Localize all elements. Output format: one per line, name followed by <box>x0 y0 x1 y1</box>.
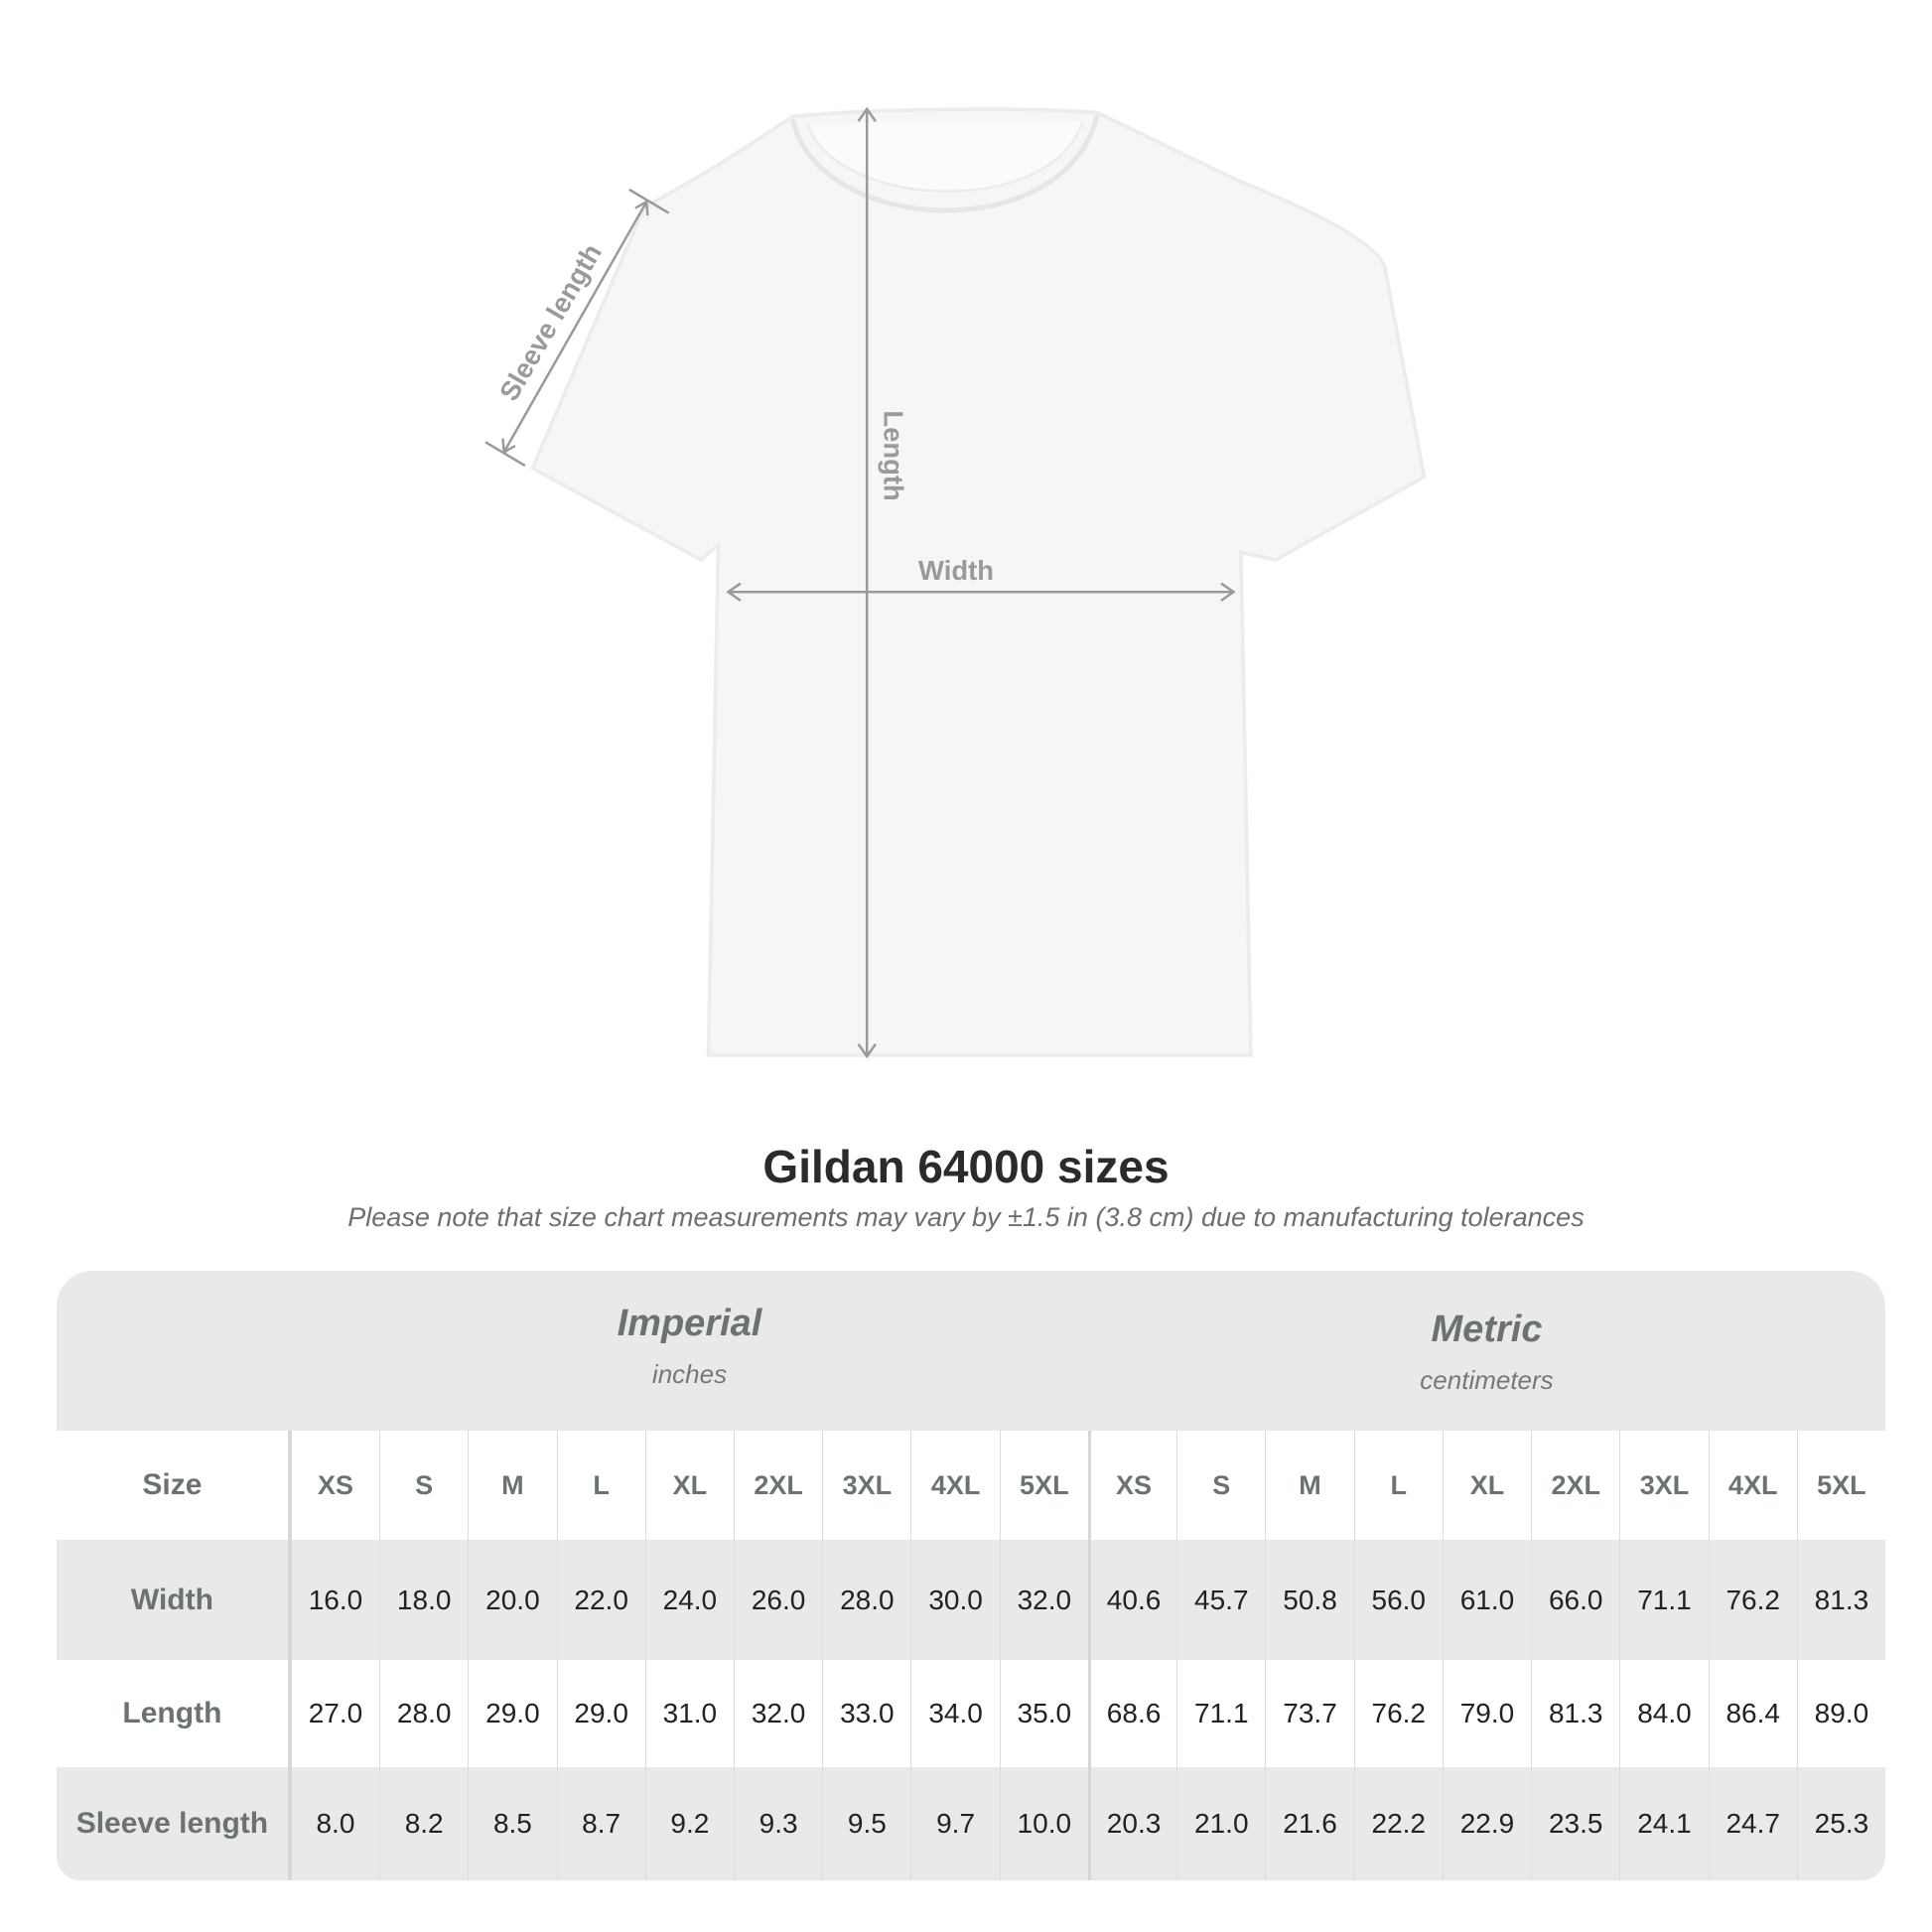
imperial-value: 22.0 <box>556 1540 645 1660</box>
metric-value: 76.2 <box>1708 1540 1797 1660</box>
imperial-value: 18.0 <box>379 1540 468 1660</box>
imperial-value: 31.0 <box>644 1660 734 1767</box>
imperial-value: 9.5 <box>822 1767 910 1880</box>
size-header: 3XL <box>1619 1431 1708 1540</box>
imperial-value: 28.0 <box>822 1540 910 1660</box>
row-label: Sleeve length <box>57 1767 291 1880</box>
collar <box>789 114 1100 213</box>
imperial-value: 8.0 <box>290 1767 379 1880</box>
metric-value: 50.8 <box>1265 1540 1353 1660</box>
metric-value: 76.2 <box>1353 1660 1443 1767</box>
metric-value: 45.7 <box>1176 1540 1265 1660</box>
imperial-value: 30.0 <box>910 1540 999 1660</box>
imperial-value: 32.0 <box>734 1660 822 1767</box>
size-header: XL <box>1442 1431 1531 1540</box>
size-header-row: Size XS S M L XL 2XL 3XL 4XL 5XL XS S M L XL 2XL 3XL 4XL 5… <box>57 1431 1885 1540</box>
imperial-value: 8.7 <box>556 1767 645 1880</box>
metric-value: 81.3 <box>1796 1540 1885 1660</box>
metric-value: 22.2 <box>1353 1767 1443 1880</box>
size-header: S <box>379 1431 468 1540</box>
imperial-value: 9.2 <box>644 1767 734 1880</box>
row-label: Size <box>57 1431 291 1540</box>
metric-value: 25.3 <box>1796 1767 1885 1880</box>
tolerance-note: Please note that size chart measurements… <box>347 1202 1585 1232</box>
size-header: 2XL <box>1531 1431 1619 1540</box>
imperial-value: 34.0 <box>910 1660 999 1767</box>
size-header: XL <box>644 1431 734 1540</box>
metric-value: 66.0 <box>1531 1540 1619 1660</box>
table-row: Width 16.0 18.0 20.0 22.0 24.0 26.0 28.0 30.0 32.… <box>57 1540 1885 1660</box>
imperial-value: 28.0 <box>379 1660 468 1767</box>
imperial-title: Imperial <box>617 1303 762 1344</box>
imperial-value: 29.0 <box>556 1660 645 1767</box>
metric-value: 84.0 <box>1619 1660 1708 1767</box>
metric-value: 22.9 <box>1442 1767 1531 1880</box>
size-header: 4XL <box>1708 1431 1797 1540</box>
size-header: 2XL <box>734 1431 822 1540</box>
row-label: Width <box>57 1540 291 1660</box>
width-label: Width <box>918 555 994 586</box>
imperial-value: 8.5 <box>468 1767 556 1880</box>
metric-header: Metric centimeters <box>1088 1309 1885 1396</box>
imperial-header: Imperial inches <box>291 1303 1088 1390</box>
metric-value: 86.4 <box>1708 1660 1797 1767</box>
size-header: XS <box>1087 1431 1176 1540</box>
page-title: Gildan 64000 sizes <box>762 1141 1170 1192</box>
imperial-unit: inches <box>651 1359 728 1389</box>
size-header: M <box>1265 1431 1353 1540</box>
imperial-value: 8.2 <box>379 1767 468 1880</box>
metric-value: 56.0 <box>1353 1540 1443 1660</box>
size-header: M <box>468 1431 556 1540</box>
imperial-value: 35.0 <box>999 1660 1088 1767</box>
size-header: 5XL <box>999 1431 1088 1540</box>
imperial-value: 27.0 <box>290 1660 379 1767</box>
imperial-value: 10.0 <box>999 1767 1088 1880</box>
imperial-value: 24.0 <box>644 1540 734 1660</box>
metric-value: 40.6 <box>1087 1540 1176 1660</box>
imperial-value: 16.0 <box>290 1540 379 1660</box>
metric-value: 71.1 <box>1619 1540 1708 1660</box>
imperial-value: 29.0 <box>468 1660 556 1767</box>
length-label: Length <box>879 410 909 500</box>
metric-value: 73.7 <box>1265 1660 1353 1767</box>
table-row: Length 27.0 28.0 29.0 29.0 31.0 32.0 33.0 34.0 35… <box>57 1660 1885 1767</box>
size-header: 5XL <box>1796 1431 1885 1540</box>
metric-value: 24.1 <box>1619 1767 1708 1880</box>
tshirt-illustration <box>530 107 1427 1057</box>
metric-value: 89.0 <box>1796 1660 1885 1767</box>
metric-value: 21.6 <box>1265 1767 1353 1880</box>
size-header: S <box>1176 1431 1265 1540</box>
table-header-band <box>57 1271 1885 1431</box>
imperial-value: 9.7 <box>910 1767 999 1880</box>
metric-value: 81.3 <box>1531 1660 1619 1767</box>
metric-value: 61.0 <box>1442 1540 1531 1660</box>
table-row: Sleeve length 8.0 8.2 8.5 8.7 9.2 9.3 9.5 9.7 10.… <box>57 1767 1885 1880</box>
size-header: L <box>1353 1431 1443 1540</box>
imperial-value: 33.0 <box>822 1660 910 1767</box>
imperial-value: 20.0 <box>468 1540 556 1660</box>
imperial-value: 32.0 <box>999 1540 1088 1660</box>
metric-value: 20.3 <box>1087 1767 1176 1880</box>
size-header: XS <box>290 1431 379 1540</box>
metric-unit: centimeters <box>1420 1365 1554 1395</box>
metric-value: 79.0 <box>1442 1660 1531 1767</box>
sleeve-length-arrow <box>502 201 648 453</box>
metric-title: Metric <box>1431 1309 1543 1350</box>
size-header: 3XL <box>822 1431 910 1540</box>
imperial-value: 9.3 <box>734 1767 822 1880</box>
metric-value: 68.6 <box>1087 1660 1176 1767</box>
size-header: 4XL <box>910 1431 999 1540</box>
row-label: Length <box>57 1660 291 1767</box>
size-table: Imperial inches Metric centimeters Size X… <box>57 1271 1885 1880</box>
metric-value: 71.1 <box>1176 1660 1265 1767</box>
metric-value: 24.7 <box>1708 1767 1797 1880</box>
metric-value: 23.5 <box>1531 1767 1619 1880</box>
size-header: L <box>556 1431 645 1540</box>
metric-value: 21.0 <box>1176 1767 1265 1880</box>
imperial-value: 26.0 <box>734 1540 822 1660</box>
